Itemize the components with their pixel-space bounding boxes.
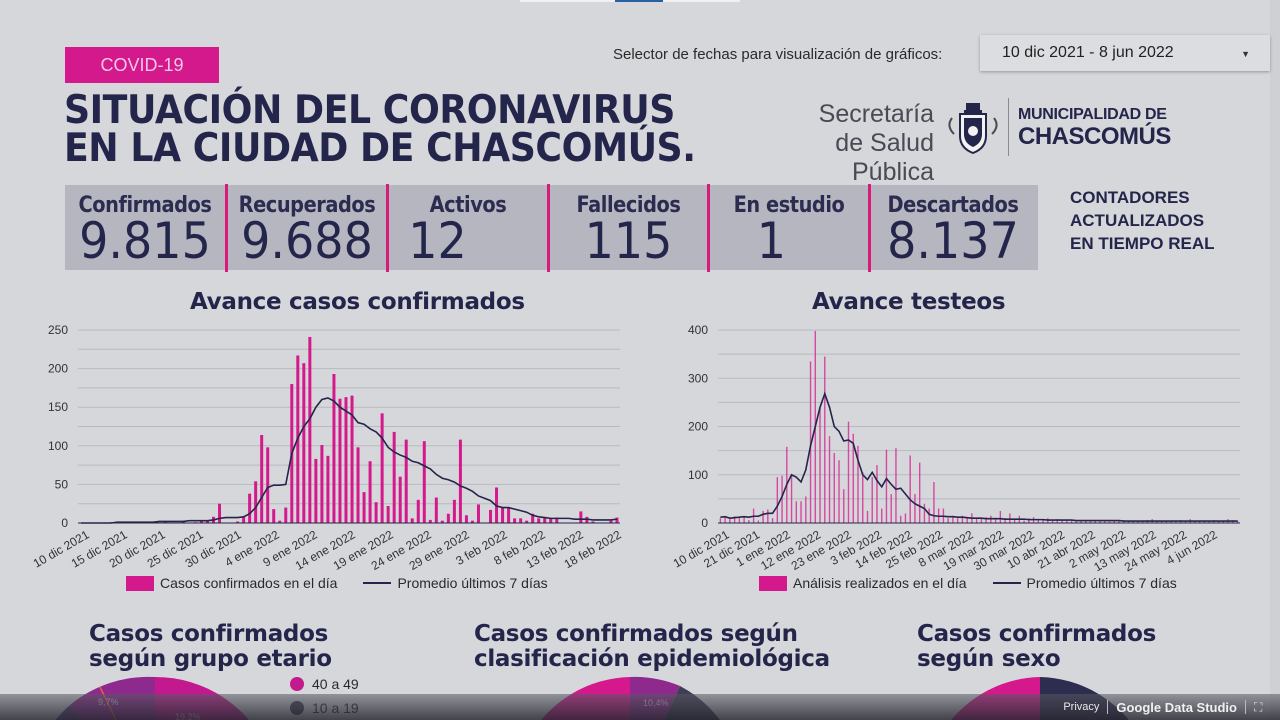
counter-separator <box>386 184 389 272</box>
counter-value: 9.688 <box>241 212 373 270</box>
svg-text:150: 150 <box>48 400 68 414</box>
svg-text:50: 50 <box>55 477 69 491</box>
legend-bar-swatch <box>759 575 787 591</box>
date-range-selector[interactable]: 10 dic 2021 - 8 jun 2022 ▼ <box>980 35 1270 71</box>
tests-chart-legend: Análisis realizados en el día Promedio ú… <box>759 575 1177 591</box>
counter-confirmados: Confirmados 9.815 <box>65 185 225 270</box>
secretaria-line2: de Salud Pública <box>835 129 934 186</box>
svg-text:200: 200 <box>48 362 68 376</box>
browser-tab-strip <box>520 0 740 2</box>
footer-divider <box>1107 700 1109 714</box>
realtime-line: EN TIEMPO REAL <box>1070 234 1215 253</box>
title-line: clasificación epidemiológica <box>474 646 830 672</box>
counter-value: 115 <box>584 212 673 270</box>
confirmed-chart-title: Avance casos confirmados <box>190 289 525 315</box>
counter-recuperados: Recuperados 9.688 <box>228 185 386 270</box>
page-title-line1: SITUACIÓN DEL CORONAVIRUS <box>64 88 675 133</box>
svg-text:0: 0 <box>701 516 708 530</box>
date-selector-label: Selector de fechas para visualización de… <box>613 46 943 63</box>
svg-text:0: 0 <box>61 516 68 530</box>
secretaria-line1: Secretaría <box>818 100 934 128</box>
municipalidad-line1: MUNICIPALIDAD DE <box>1018 106 1167 123</box>
legend-bar-label: Casos confirmados en el día <box>160 575 338 591</box>
secretaria-logo-text: Secretaría de Salud Pública <box>752 100 934 187</box>
sex-pie-title: Casos confirmados según sexo <box>917 622 1156 672</box>
counter-label: Activos <box>429 193 507 218</box>
counter-separator <box>547 184 550 272</box>
page-title-line2: EN LA CIUDAD DE CHASCOMÚS. <box>64 126 696 171</box>
svg-text:100: 100 <box>688 468 708 482</box>
counter-value: 8.137 <box>887 212 1019 270</box>
legend-line-label: Promedio últimos 7 días <box>397 575 548 591</box>
title-line: según grupo etario <box>89 646 332 672</box>
counter-label: Recuperados <box>238 193 376 218</box>
counter-activos: Activos 12 <box>389 185 547 270</box>
counter-label: Fallecidos <box>576 193 681 218</box>
title-line: según sexo <box>917 646 1061 672</box>
counters-panel: Confirmados 9.815 Recuperados 9.688 Acti… <box>65 184 1038 272</box>
legend-dot <box>290 677 304 691</box>
legend-line-swatch <box>363 582 392 584</box>
svg-text:300: 300 <box>688 371 708 385</box>
counter-value: 12 <box>408 212 467 270</box>
counter-separator <box>868 184 871 272</box>
realtime-line: CONTADORES <box>1070 188 1190 207</box>
epi-pie-title: Casos confirmados según clasificación ep… <box>474 622 830 672</box>
municipalidad-line2: CHASCOMÚS <box>1018 123 1171 150</box>
title-line: Casos confirmados <box>89 621 328 647</box>
legend-bar-swatch <box>126 575 154 591</box>
legend-line-swatch <box>992 582 1021 584</box>
svg-text:100: 100 <box>48 439 68 453</box>
municipal-crest-icon <box>948 103 998 155</box>
covid-badge: COVID-19 <box>65 47 219 83</box>
counter-label: Descartados <box>887 193 1019 218</box>
privacy-link[interactable]: Privacy <box>1063 701 1100 713</box>
counter-label: Confirmados <box>78 193 212 218</box>
municipalidad-logo-text: MUNICIPALIDAD DE CHASCOMÚS <box>1018 106 1171 150</box>
report-footer: Privacy Google Data Studio ⛶ <box>0 694 1280 720</box>
age-pie-title: Casos confirmados según grupo etario <box>89 622 332 672</box>
title-line: Casos confirmados <box>917 621 1156 647</box>
counter-separator <box>225 184 228 272</box>
dropdown-caret-icon: ▼ <box>1241 49 1250 59</box>
confirmed-chart-legend: Casos confirmados en el día Promedio últ… <box>126 575 548 591</box>
counter-separator <box>707 184 710 272</box>
counter-value: 1 <box>756 212 787 270</box>
counter-fallecidos: Fallecidos 115 <box>550 185 707 270</box>
title-line: Casos confirmados según <box>474 621 798 647</box>
page-title: SITUACIÓN DEL CORONAVIRUS EN LA CIUDAD D… <box>64 88 696 171</box>
svg-text:400: 400 <box>688 323 708 337</box>
age-legend-item: 40 a 49 <box>290 676 359 692</box>
fullscreen-icon[interactable]: ⛶ <box>1254 700 1263 714</box>
legend-label: 40 a 49 <box>312 676 359 692</box>
tests-chart-title: Avance testeos <box>812 289 1006 315</box>
counter-label: En estudio <box>733 193 845 218</box>
logo-divider <box>1008 98 1009 156</box>
scrollbar-track[interactable] <box>1270 0 1280 720</box>
counter-value: 9.815 <box>79 212 211 270</box>
counter-en-estudio: En estudio 1 <box>710 185 868 270</box>
legend-bar-label: Análisis realizados en el día <box>793 575 967 591</box>
svg-text:200: 200 <box>688 420 708 434</box>
legend-line-label: Promedio últimos 7 días <box>1026 575 1177 591</box>
counter-descartados: Descartados 8.137 <box>871 185 1035 270</box>
footer-divider <box>1245 700 1246 714</box>
date-range-value: 10 dic 2021 - 8 jun 2022 <box>1002 44 1174 61</box>
realtime-note: CONTADORES ACTUALIZADOS EN TIEMPO REAL <box>1070 186 1215 255</box>
svg-text:250: 250 <box>48 323 68 337</box>
realtime-line: ACTUALIZADOS <box>1070 211 1205 230</box>
active-tab-indicator <box>615 0 663 2</box>
google-data-studio-logo[interactable]: Google Data Studio <box>1116 699 1237 715</box>
